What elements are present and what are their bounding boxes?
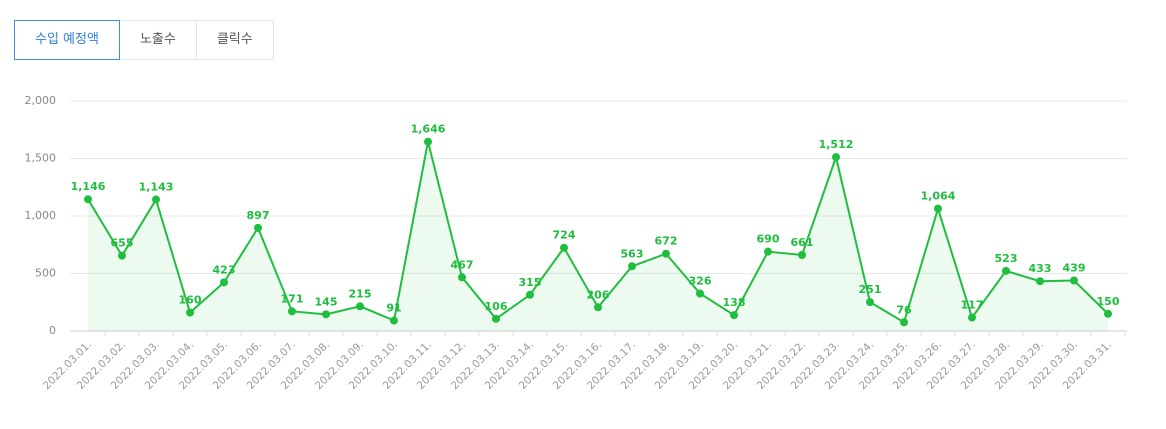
point	[1070, 276, 1078, 285]
value-label: 672	[655, 235, 678, 248]
y-tick-label: 0	[49, 324, 56, 337]
value-label: 315	[519, 276, 542, 289]
value-label: 661	[791, 236, 814, 249]
y-tick-label: 1,000	[25, 209, 57, 222]
area	[88, 141, 1108, 331]
point	[900, 318, 908, 327]
value-label: 150	[1097, 295, 1120, 308]
value-label: 1,143	[139, 181, 174, 194]
point	[1002, 266, 1010, 275]
point	[152, 195, 160, 204]
value-label: 433	[1029, 262, 1052, 275]
value-label: 76	[896, 303, 912, 316]
point	[390, 316, 398, 325]
y-tick-label: 500	[35, 267, 56, 280]
value-label: 523	[995, 252, 1018, 265]
value-label: 1,512	[819, 138, 854, 151]
value-label: 423	[213, 263, 236, 276]
point	[492, 314, 500, 323]
point	[560, 243, 568, 252]
value-label: 1,146	[71, 180, 106, 193]
value-label: 160	[179, 294, 202, 307]
value-label: 467	[451, 258, 474, 271]
point	[322, 310, 330, 319]
value-label: 1,646	[411, 123, 446, 136]
point	[594, 303, 602, 312]
value-label: 655	[111, 237, 134, 250]
point	[288, 307, 296, 316]
value-label: 91	[386, 302, 401, 315]
value-label: 690	[757, 233, 780, 246]
point	[934, 204, 942, 213]
value-label: 439	[1063, 262, 1086, 275]
value-label: 206	[587, 288, 610, 301]
point	[696, 289, 704, 298]
value-label: 171	[281, 292, 304, 305]
point	[798, 250, 806, 259]
y-tick-label: 1,500	[25, 152, 57, 165]
point	[628, 262, 636, 271]
value-label: 215	[349, 287, 372, 300]
value-label: 1,064	[921, 190, 956, 203]
tab-bar: 수입 예정액 노출수 클릭수	[14, 20, 274, 60]
point	[968, 313, 976, 322]
point	[118, 251, 126, 260]
value-label: 251	[859, 283, 882, 296]
value-label: 145	[315, 295, 338, 308]
point	[866, 298, 874, 307]
tab[interactable]: 클릭수	[195, 20, 274, 60]
point	[662, 249, 670, 258]
point	[220, 278, 228, 287]
point	[254, 223, 262, 232]
point	[424, 137, 432, 146]
value-label: 897	[247, 209, 270, 222]
point	[356, 302, 364, 311]
value-label: 106	[485, 300, 508, 313]
tab[interactable]: 수입 예정액	[14, 20, 120, 60]
point	[84, 195, 92, 204]
point	[526, 290, 534, 299]
value-label: 563	[621, 247, 644, 260]
y-tick-label: 2,000	[25, 94, 57, 107]
point	[730, 311, 738, 320]
point	[1036, 277, 1044, 286]
value-label: 117	[961, 299, 984, 312]
point	[458, 273, 466, 282]
point	[186, 308, 194, 317]
value-label: 138	[723, 296, 746, 309]
value-label: 724	[553, 229, 576, 242]
point	[832, 153, 840, 162]
point	[1104, 309, 1112, 318]
point	[764, 247, 772, 256]
value-label: 326	[689, 275, 712, 288]
